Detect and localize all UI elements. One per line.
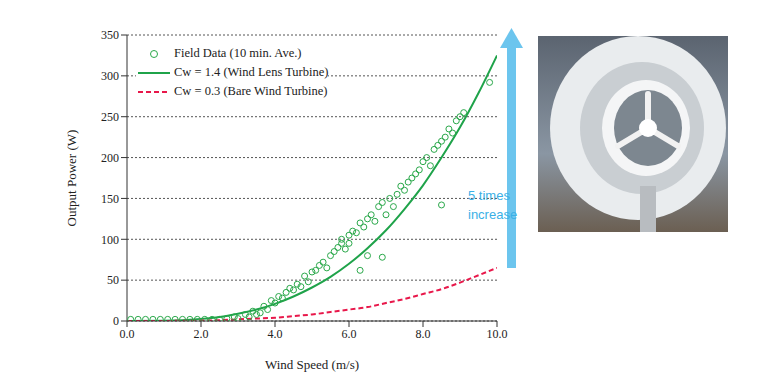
svg-text:6.0: 6.0 [342, 327, 357, 341]
svg-text:0.0: 0.0 [120, 327, 135, 341]
svg-text:300: 300 [101, 69, 119, 83]
svg-text:50: 50 [107, 273, 119, 287]
svg-text:150: 150 [101, 192, 119, 206]
svg-text:2.0: 2.0 [194, 327, 209, 341]
svg-text:200: 200 [101, 151, 119, 165]
html-text:Cw = 1.4 (Wind Lens Turbine): Cw = 1.4 (Wind Lens Turbine) [174, 65, 329, 79]
svg-text:10.0: 10.0 [487, 327, 508, 341]
svg-text:350: 350 [101, 28, 119, 42]
html-text:Cw = 0.3 (Bare Wind Turbine): Cw = 0.3 (Bare Wind Turbine) [174, 84, 328, 98]
svg-text:8.0: 8.0 [416, 327, 431, 341]
html-text:increase: increase [468, 207, 518, 222]
html-text:Output Power (W): Output Power (W) [64, 129, 79, 227]
html-text:5 times: 5 times [468, 188, 510, 203]
html-text:Wind Speed (m/s): Wind Speed (m/s) [265, 357, 359, 372]
svg-text:0: 0 [113, 314, 119, 328]
svg-text:4.0: 4.0 [268, 327, 283, 341]
svg-text:250: 250 [101, 110, 119, 124]
html-text:Field Data (10 min. Ave.): Field Data (10 min. Ave.) [174, 46, 302, 60]
svg-text:100: 100 [101, 233, 119, 247]
